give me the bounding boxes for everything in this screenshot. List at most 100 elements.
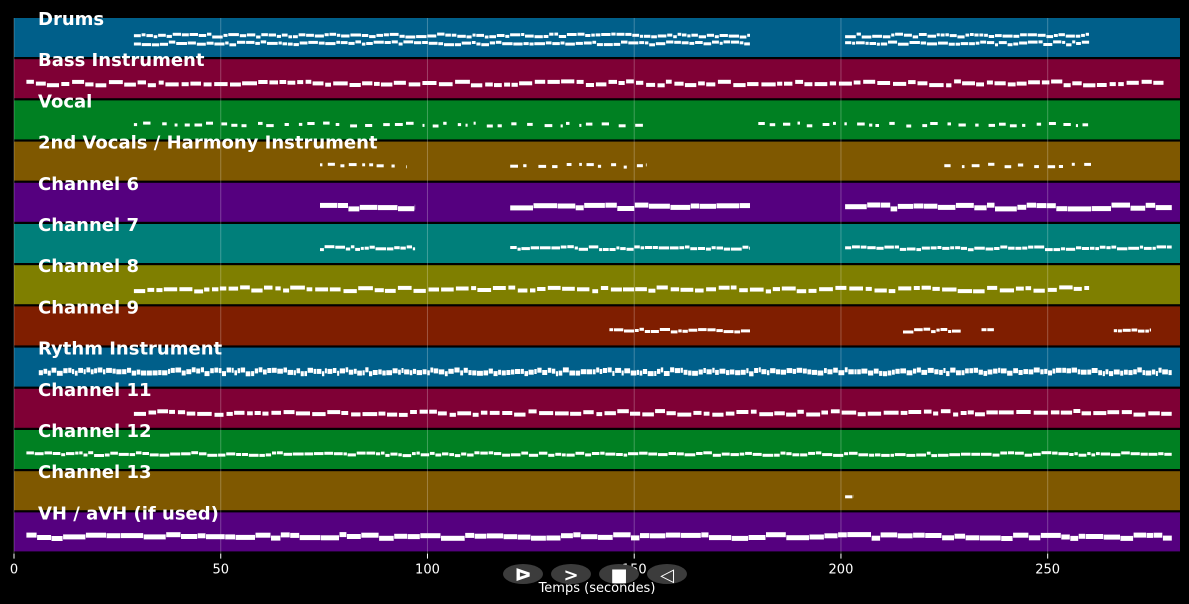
note-mark: [226, 411, 233, 416]
note-mark: [600, 286, 609, 290]
note-mark: [956, 370, 961, 376]
note-mark: [733, 83, 746, 88]
note-mark: [663, 371, 670, 376]
note-mark: [1025, 286, 1032, 291]
note-mark: [1043, 43, 1053, 46]
note-mark: [408, 82, 421, 87]
stop-button[interactable]: ■: [599, 564, 639, 586]
rewind-button[interactable]: ◁: [647, 564, 687, 586]
playback-controls: ᐅ > ■ ◁: [503, 564, 687, 586]
rewind-icon: ◁: [660, 565, 674, 586]
note-mark: [385, 453, 390, 457]
note-mark: [1143, 246, 1152, 250]
note-mark: [1080, 369, 1087, 375]
note-mark: [639, 41, 645, 45]
note-mark: [857, 412, 866, 417]
note-mark: [398, 42, 403, 46]
note-mark: [895, 368, 900, 374]
note-mark: [343, 452, 347, 456]
track-bands: [14, 18, 1180, 552]
note-mark: [955, 42, 960, 46]
note-mark: [742, 245, 749, 249]
note-mark: [489, 41, 495, 45]
note-mark: [327, 368, 333, 374]
note-mark: [158, 33, 166, 37]
track-label: Vocal: [38, 91, 92, 112]
note-mark: [906, 124, 912, 128]
note-mark: [947, 122, 951, 126]
note-mark: [617, 206, 635, 211]
note-mark: [437, 411, 447, 416]
note-mark: [340, 41, 348, 45]
note-mark: [277, 451, 283, 455]
note-mark: [271, 535, 281, 541]
note-mark: [847, 532, 871, 538]
note-mark: [463, 367, 468, 373]
note-mark: [974, 33, 979, 37]
note-mark: [181, 82, 189, 87]
note-mark: [376, 33, 383, 37]
note-mark: [158, 80, 164, 85]
note-mark: [373, 40, 384, 44]
note-mark: [634, 245, 640, 249]
note-mark: [1072, 81, 1082, 86]
note-mark: [603, 43, 613, 47]
note-mark: [343, 289, 357, 294]
note-mark: [580, 369, 587, 375]
note-mark: [174, 123, 178, 127]
note-mark: [361, 34, 369, 37]
note-mark: [926, 451, 931, 455]
note-mark: [623, 287, 635, 292]
note-mark: [936, 33, 940, 37]
note-mark: [545, 41, 552, 45]
track-band: [14, 182, 1180, 222]
note-mark: [350, 124, 357, 128]
note-mark: [441, 287, 454, 292]
note-mark: [1087, 369, 1092, 375]
note-mark: [952, 329, 961, 333]
forward-button[interactable]: >: [551, 564, 591, 586]
note-mark: [692, 370, 698, 376]
note-mark: [920, 41, 927, 45]
note-mark: [774, 411, 785, 416]
note-mark: [1055, 367, 1062, 373]
note-mark: [949, 453, 961, 457]
note-mark: [976, 82, 984, 87]
note-mark: [1007, 370, 1013, 376]
note-mark: [965, 368, 969, 374]
track-label: Drums: [38, 9, 104, 30]
note-mark: [341, 411, 349, 415]
note-mark: [68, 367, 72, 373]
note-mark: [630, 370, 637, 376]
play-icon: ᐅ: [515, 565, 531, 586]
note-mark: [1113, 369, 1120, 375]
note-mark: [222, 371, 226, 377]
note-mark: [466, 35, 472, 39]
note-mark: [706, 369, 712, 375]
note-mark: [639, 370, 643, 376]
note-mark: [242, 81, 257, 86]
note-mark: [912, 35, 919, 39]
note-mark: [314, 452, 324, 456]
note-mark: [1126, 80, 1139, 85]
note-mark: [961, 370, 965, 376]
note-mark: [46, 83, 59, 88]
note-mark: [376, 452, 381, 456]
play-button[interactable]: ᐅ: [503, 564, 543, 586]
note-mark: [726, 370, 730, 376]
note-mark: [136, 369, 141, 375]
note-mark: [170, 452, 181, 456]
note-mark: [511, 82, 518, 87]
note-mark: [322, 371, 325, 377]
note-mark: [474, 533, 487, 539]
note-mark: [486, 124, 493, 128]
note-mark: [327, 162, 335, 166]
track-band: [14, 512, 1180, 552]
note-mark: [1072, 40, 1076, 44]
note-mark: [428, 287, 439, 292]
note-mark: [288, 35, 292, 39]
note-mark: [914, 328, 923, 332]
note-mark: [687, 34, 691, 38]
note-mark: [245, 371, 251, 377]
note-mark: [712, 40, 719, 44]
